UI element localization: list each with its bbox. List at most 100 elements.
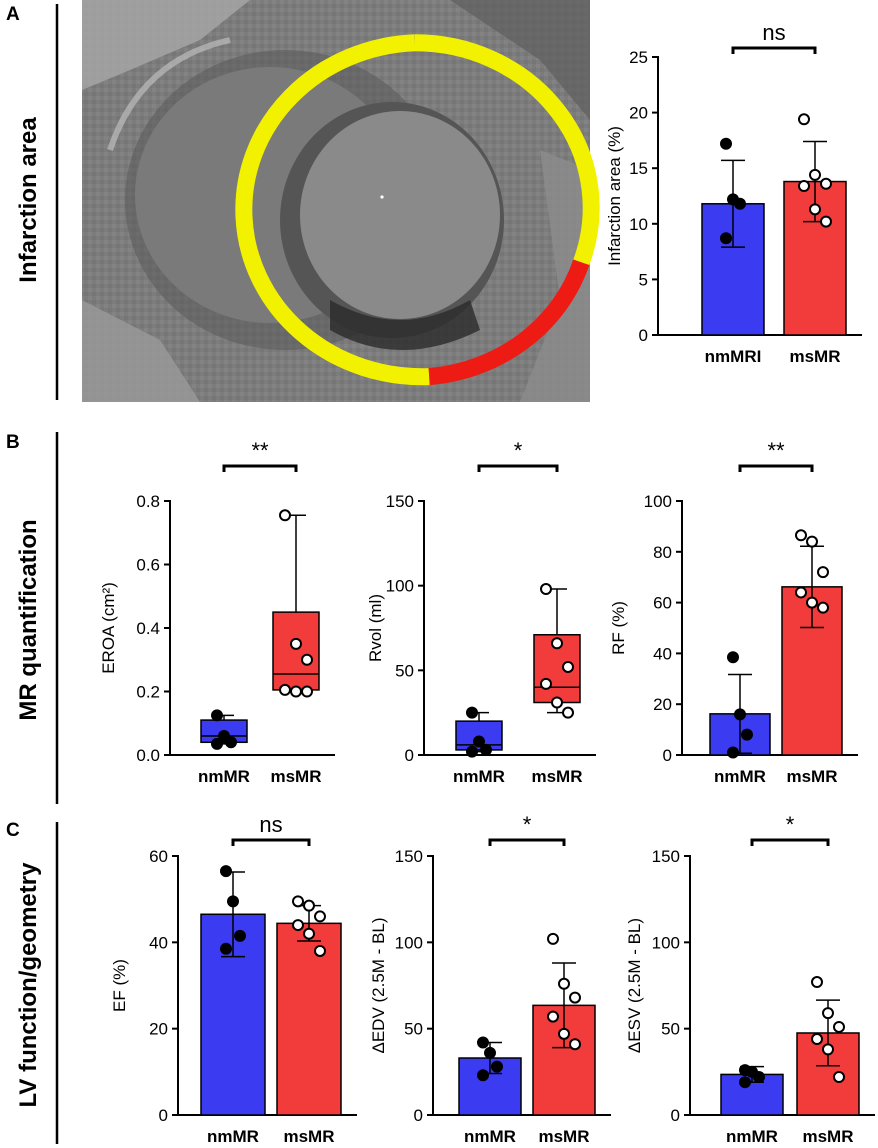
category-label: nmMR <box>726 1127 778 1146</box>
y-tick-label: 0.6 <box>136 556 160 575</box>
row-label-a: Infarction area <box>15 117 42 283</box>
data-point <box>303 899 315 912</box>
data-point <box>798 113 810 126</box>
significance-label: ns <box>762 20 785 45</box>
data-point <box>540 583 552 596</box>
significance-label: * <box>514 438 523 463</box>
y-tick-label: 100 <box>652 933 680 952</box>
y-tick-label: 20 <box>629 104 648 123</box>
box-msMR <box>272 611 320 691</box>
data-point <box>820 215 832 228</box>
chart-ef: 0 20 40 60 EF (%) nmMR msMR ns <box>110 812 357 1146</box>
data-point <box>290 637 302 650</box>
data-point <box>211 737 223 750</box>
y-axis-label: Rvol (ml) <box>366 594 385 662</box>
data-point <box>727 746 739 759</box>
chart-eroa: 0.0 0.2 0.4 0.6 0.8 EROA (cm²) nmMR msMR ** <box>99 438 335 786</box>
data-point <box>727 651 739 664</box>
category-label: msMR <box>270 767 321 786</box>
data-point <box>484 1046 496 1059</box>
data-point <box>314 944 326 957</box>
y-axis-label: RF (%) <box>609 601 628 655</box>
data-point <box>477 1036 489 1049</box>
data-point <box>820 177 832 190</box>
y-tick-label: 0 <box>639 326 648 345</box>
data-point <box>480 743 492 756</box>
category-label: msMR <box>786 767 837 786</box>
data-point <box>225 736 237 749</box>
data-point <box>466 745 478 758</box>
data-point <box>809 168 821 181</box>
data-point <box>811 976 823 989</box>
y-tick-label: 25 <box>629 48 648 67</box>
significance-label: ns <box>259 812 282 837</box>
data-point <box>795 529 807 542</box>
data-point <box>753 1071 765 1084</box>
significance-label: * <box>523 812 532 837</box>
data-point <box>301 653 313 666</box>
significance-bracket <box>731 46 817 54</box>
y-tick-label: 20 <box>149 1020 168 1039</box>
y-tick-label: 100 <box>386 577 414 596</box>
y-tick-label: 50 <box>661 1020 680 1039</box>
significance-label: ** <box>251 438 269 463</box>
significance-bracket <box>488 838 566 846</box>
data-point <box>562 660 574 673</box>
y-tick-label: 150 <box>652 847 680 866</box>
data-point <box>734 197 746 210</box>
data-point <box>547 1010 559 1023</box>
significance-bracket <box>738 464 814 472</box>
panel-letter-b: B <box>6 432 20 453</box>
y-tick-label: 80 <box>653 543 672 562</box>
y-tick-label: 0 <box>671 1106 680 1125</box>
data-point <box>473 735 485 748</box>
panel-letter-a: A <box>6 4 20 25</box>
y-axis-label: ΔESV (2.5M - BL) <box>625 918 644 1053</box>
category-label: nmMR <box>714 767 766 786</box>
row-label-b: MR quantification <box>15 519 42 720</box>
y-tick-label: 0.0 <box>136 746 160 765</box>
category-label: nmMR <box>207 1127 259 1146</box>
data-point <box>817 601 829 614</box>
data-point <box>833 1020 845 1033</box>
y-tick-label: 150 <box>395 847 423 866</box>
y-tick-label: 0 <box>414 1106 423 1125</box>
data-point <box>234 929 246 942</box>
y-tick-label: 10 <box>629 215 648 234</box>
bar-nmMR <box>720 1073 784 1116</box>
y-tick-label: 0 <box>159 1106 168 1125</box>
category-label: nmMR <box>198 767 250 786</box>
data-point <box>558 977 570 990</box>
data-point <box>795 586 807 599</box>
chart-edv: 0 50 100 150 ΔEDV (2.5M - BL) nmMR msMR * <box>369 812 611 1146</box>
data-point <box>734 708 746 721</box>
y-tick-label: 50 <box>395 661 414 680</box>
significance-bracket <box>231 838 311 846</box>
data-point <box>806 535 818 548</box>
data-point <box>551 637 563 650</box>
category-label: msMR <box>802 1127 853 1146</box>
data-point <box>314 910 326 923</box>
myocardium-ring-segment <box>414 34 600 266</box>
data-point <box>833 1071 845 1084</box>
y-tick-label: 20 <box>653 695 672 714</box>
data-point <box>562 706 574 719</box>
data-point <box>220 942 232 955</box>
y-tick-label: 60 <box>653 594 672 613</box>
y-tick-label: 5 <box>639 270 648 289</box>
y-tick-label: 100 <box>395 933 423 952</box>
data-point <box>741 728 753 741</box>
significance-bracket <box>750 838 830 846</box>
y-tick-label: 0 <box>663 746 672 765</box>
data-point <box>290 685 302 698</box>
myocardium-ring-segment <box>235 34 430 386</box>
category-label: nmMRI <box>705 347 762 366</box>
y-tick-label: 40 <box>149 933 168 952</box>
data-point <box>806 596 818 609</box>
category-label: msMR <box>789 347 840 366</box>
data-point <box>822 1043 834 1056</box>
data-point <box>292 919 304 932</box>
data-point <box>292 895 304 908</box>
data-point <box>720 137 732 150</box>
